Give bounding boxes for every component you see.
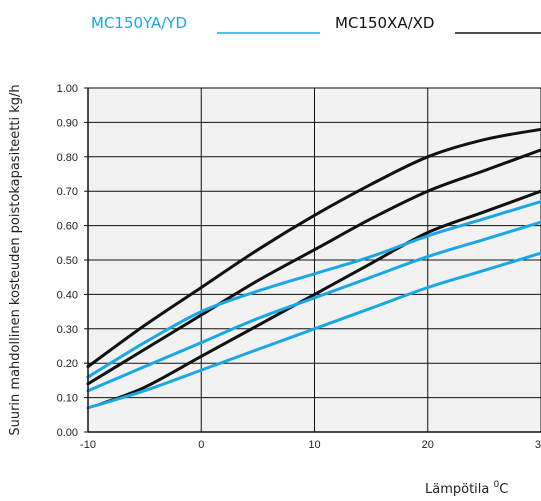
y-tick-label: 0.60 (57, 221, 78, 233)
y-tick-label: 0.70 (57, 186, 78, 198)
y-tick-label: 0.80 (57, 152, 78, 164)
x-axis-title-unit: C (499, 482, 508, 497)
y-tick-label: 0.10 (57, 393, 78, 405)
series-line-6 (86, 251, 541, 410)
x-axis-title: Lämpötila 0C (425, 480, 508, 497)
series-line-4 (86, 200, 541, 379)
y-tick-label: 0.90 (57, 117, 78, 129)
y-tick-label: 0.30 (57, 324, 78, 336)
legend-label-xd: MC150XA/XD (335, 14, 434, 32)
y-tick-label: 0.20 (57, 358, 78, 370)
legend: MC150YA/YD MC150XA/XD (91, 14, 541, 34)
series-line-3 (97, 189, 541, 406)
series-line-1 (86, 127, 541, 369)
series-line-5 (86, 220, 541, 393)
y-axis-title: Suurin mahdollinen kosteuden poistokapas… (8, 84, 23, 435)
x-tick-labels: -10 0 10 20 30 (80, 439, 541, 451)
y-tick-label: 0.50 (57, 255, 78, 267)
series-line-2 (86, 148, 541, 386)
series-layer (86, 127, 541, 410)
x-tick-label: 30 (535, 439, 541, 451)
x-axis-title-main: Lämpötila (425, 482, 494, 497)
x-tick-label: 10 (308, 439, 320, 451)
axes (84, 87, 541, 433)
y-tick-label: 0.40 (57, 289, 78, 301)
x-tick-label: 0 (198, 439, 204, 451)
x-axis-title-sup: 0 (494, 480, 500, 490)
x-tick-label: 20 (422, 439, 434, 451)
y-tick-label: 0.00 (57, 427, 78, 439)
legend-label-yd: MC150YA/YD (91, 14, 187, 32)
grid (88, 87, 541, 432)
x-tick-label: -10 (80, 439, 96, 451)
y-tick-labels: 0.00 0.10 0.20 0.30 0.40 0.50 0.60 0.70 0.80 0.90… (57, 83, 78, 439)
y-tick-label: 1.00 (57, 83, 78, 95)
